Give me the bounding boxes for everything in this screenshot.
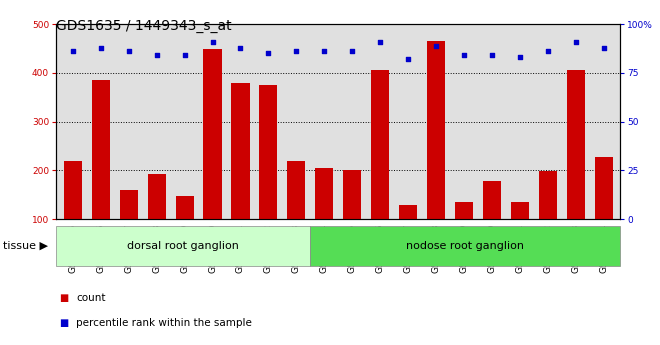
Point [96, 45, 106, 50]
Bar [315, 168, 333, 219]
Text: ■: ■ [59, 294, 69, 303]
Point [235, 45, 246, 50]
Bar [203, 49, 222, 219]
Bar [399, 205, 417, 219]
Bar [287, 161, 306, 219]
Bar [259, 85, 277, 219]
Point [347, 49, 358, 54]
Bar [64, 161, 82, 219]
Point [543, 49, 553, 54]
Point [67, 49, 78, 54]
Bar [539, 171, 557, 219]
Text: dorsal root ganglion: dorsal root ganglion [127, 241, 239, 251]
Point [486, 52, 497, 58]
Text: ■: ■ [59, 318, 69, 327]
Bar [232, 83, 249, 219]
Text: percentile rank within the sample: percentile rank within the sample [76, 318, 251, 327]
Bar [483, 181, 501, 219]
Point [459, 52, 469, 58]
Point [515, 55, 525, 60]
Bar [343, 170, 361, 219]
Bar [176, 196, 193, 219]
Bar [511, 202, 529, 219]
Point [180, 52, 190, 58]
Bar [427, 41, 445, 219]
Point [123, 49, 134, 54]
Bar [92, 80, 110, 219]
Text: nodose root ganglion: nodose root ganglion [406, 241, 524, 251]
Point [291, 49, 302, 54]
Point [151, 52, 162, 58]
Bar [371, 70, 389, 219]
Point [431, 43, 442, 48]
Point [319, 49, 329, 54]
Text: tissue ▶: tissue ▶ [3, 241, 48, 251]
Point [403, 57, 413, 62]
Bar [119, 190, 138, 219]
Bar [567, 70, 585, 219]
Point [599, 45, 609, 50]
Point [375, 39, 385, 45]
Text: count: count [76, 294, 106, 303]
Point [570, 39, 581, 45]
Text: GDS1635 / 1449343_s_at: GDS1635 / 1449343_s_at [56, 19, 232, 33]
Point [207, 39, 218, 45]
Bar [595, 157, 612, 219]
Bar [148, 174, 166, 219]
Point [263, 51, 274, 56]
Bar [455, 202, 473, 219]
